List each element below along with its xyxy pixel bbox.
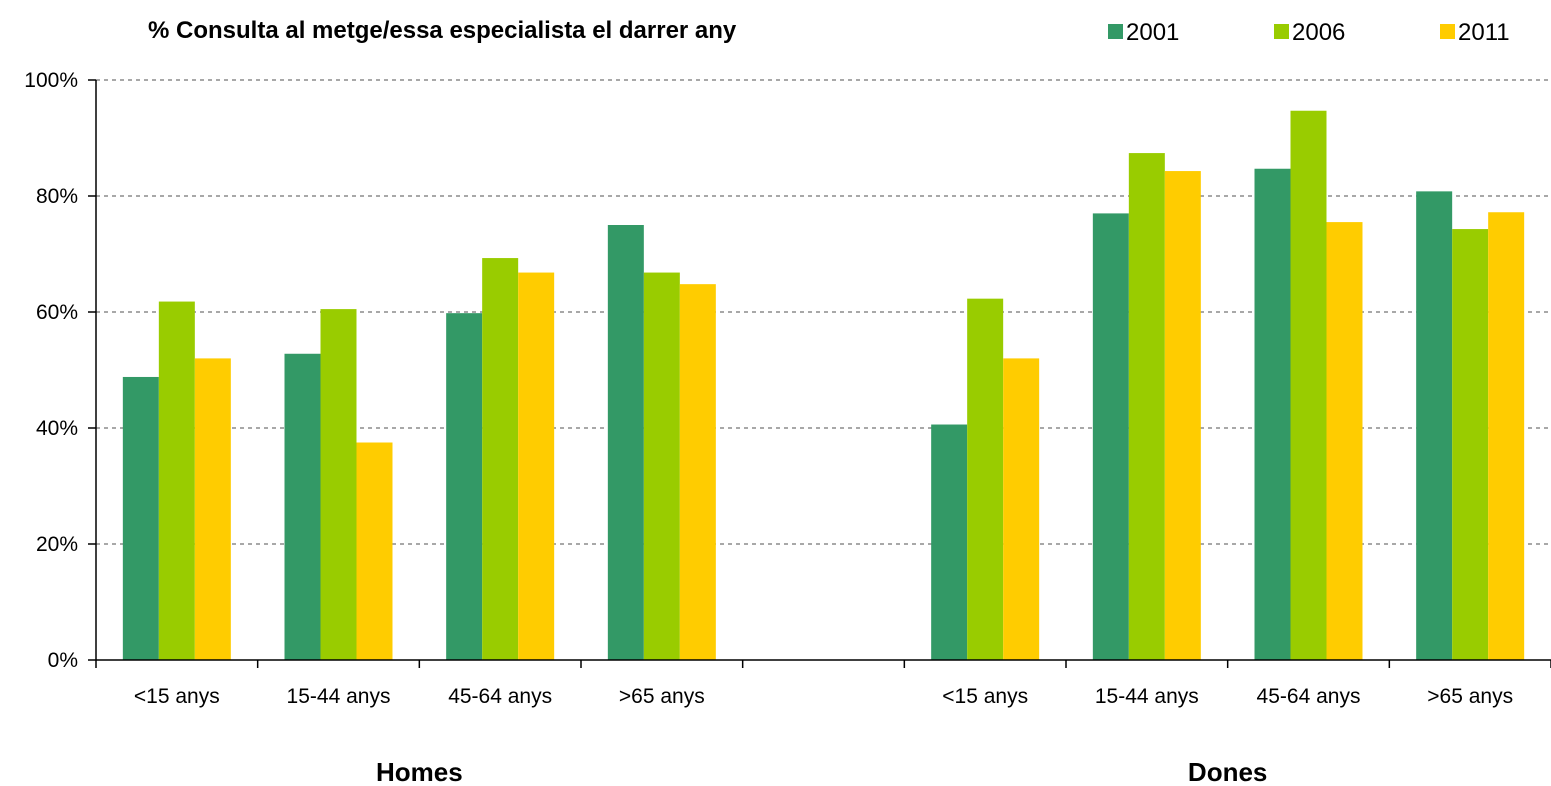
chart-title: % Consulta al metge/essa especialista el… xyxy=(148,17,737,44)
legend-label-2011: 2011 xyxy=(1458,19,1510,46)
y-tick-label: 60% xyxy=(36,301,78,324)
bar-homes-2006 xyxy=(643,272,680,660)
bar-dones-2011 xyxy=(1488,212,1525,661)
legend-swatch-2011 xyxy=(1440,24,1455,39)
bar-dones-2001 xyxy=(1416,191,1453,661)
legend-label-2001: 2001 xyxy=(1126,19,1179,46)
legend-swatch-2006 xyxy=(1274,24,1289,39)
x-category-label: <15 anys xyxy=(942,685,1028,708)
labels: 0% 20% 40% 60% 80% 100% <15 anys 15-44 anys 45-6… xyxy=(24,69,1513,786)
y-tick-label: 40% xyxy=(36,417,78,440)
x-category-label: >65 anys xyxy=(619,685,705,708)
y-tick-label: 80% xyxy=(36,185,78,208)
x-category-label: 15-44 anys xyxy=(1095,685,1199,708)
bar-dones-2001 xyxy=(1092,213,1129,660)
bar-homes-2011 xyxy=(194,358,231,660)
x-category-label: 45-64 anys xyxy=(1257,685,1361,708)
bar-dones-2011 xyxy=(1164,171,1201,660)
bar-homes-2006 xyxy=(158,301,195,660)
y-tick-label: 100% xyxy=(24,69,78,92)
bar-dones-2011 xyxy=(1003,358,1040,660)
y-tick-label: 0% xyxy=(48,649,78,672)
bar-homes-2011 xyxy=(679,284,716,660)
y-tick-label: 20% xyxy=(36,533,78,556)
legend: 2001 2006 2011 xyxy=(1108,19,1510,46)
bar-dones-2011 xyxy=(1326,222,1363,660)
group-label-dones: Dones xyxy=(1188,757,1267,786)
x-category-label: 15-44 anys xyxy=(287,685,391,708)
bar-dones-2006 xyxy=(967,298,1004,660)
bar-dones-2001 xyxy=(1254,168,1291,661)
bar-dones-2006 xyxy=(1290,110,1327,661)
bars xyxy=(122,110,1525,661)
bar-dones-2006 xyxy=(1128,153,1165,660)
bar-homes-2001 xyxy=(446,313,483,660)
bar-dones-2006 xyxy=(1452,229,1489,660)
bar-dones-2001 xyxy=(931,424,968,660)
bar-homes-2006 xyxy=(482,258,519,660)
x-category-label: <15 anys xyxy=(134,685,220,708)
legend-label-2006: 2006 xyxy=(1292,19,1345,46)
bar-homes-2006 xyxy=(320,309,357,660)
axes xyxy=(88,79,1551,668)
bar-homes-2011 xyxy=(356,442,393,660)
legend-swatch-2001 xyxy=(1108,24,1123,39)
bar-homes-2011 xyxy=(518,272,555,660)
x-category-label: 45-64 anys xyxy=(448,685,552,708)
bar-homes-2001 xyxy=(122,376,159,660)
bar-homes-2001 xyxy=(607,225,644,660)
x-category-label: >65 anys xyxy=(1427,685,1513,708)
bar-homes-2001 xyxy=(284,353,321,660)
group-label-homes: Homes xyxy=(376,757,463,786)
